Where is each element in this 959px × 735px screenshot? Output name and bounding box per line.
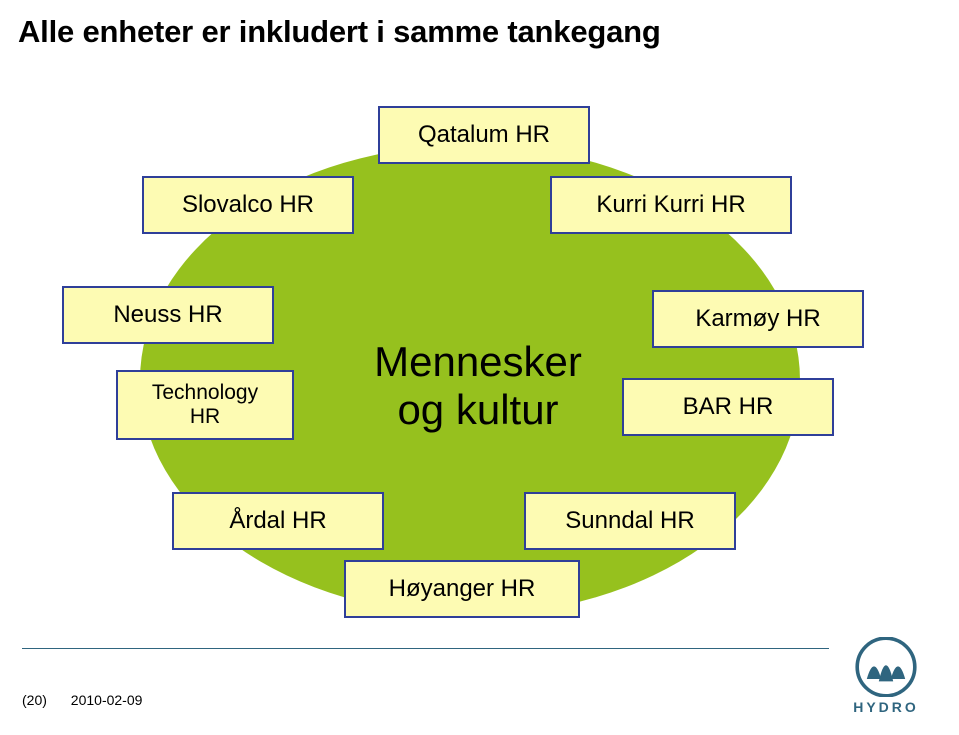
page-title: Alle enheter er inkludert i samme tankeg… [18, 14, 661, 50]
hr-node-kurri: Kurri Kurri HR [550, 176, 792, 234]
hr-diagram: Menneskerog kultur Qatalum HR Slovalco HR K… [0, 70, 959, 610]
footer-date: 2010-02-09 [71, 692, 143, 708]
diagram-center-label: Menneskerog kultur [358, 338, 598, 435]
slide: Alle enheter er inkludert i samme tankeg… [0, 0, 959, 735]
hr-node-ardal: Årdal HR [172, 492, 384, 550]
hr-node-bar: BAR HR [622, 378, 834, 436]
hydro-logo-icon [855, 637, 917, 697]
hr-node-neuss: Neuss HR [62, 286, 274, 344]
hydro-logo: HYDRO [839, 637, 933, 715]
hr-node-hoyanger: Høyanger HR [344, 560, 580, 618]
hr-node-sunndal: Sunndal HR [524, 492, 736, 550]
footer-divider [22, 648, 829, 649]
hr-node-slovalco: Slovalco HR [142, 176, 354, 234]
hr-node-qatalum: Qatalum HR [378, 106, 590, 164]
hydro-logo-word: HYDRO [839, 699, 933, 715]
hr-node-tech: TechnologyHR [116, 370, 294, 440]
hr-node-karmoy: Karmøy HR [652, 290, 864, 348]
footer-meta: (20) 2010-02-09 [22, 692, 142, 708]
page-number: (20) [22, 692, 47, 708]
